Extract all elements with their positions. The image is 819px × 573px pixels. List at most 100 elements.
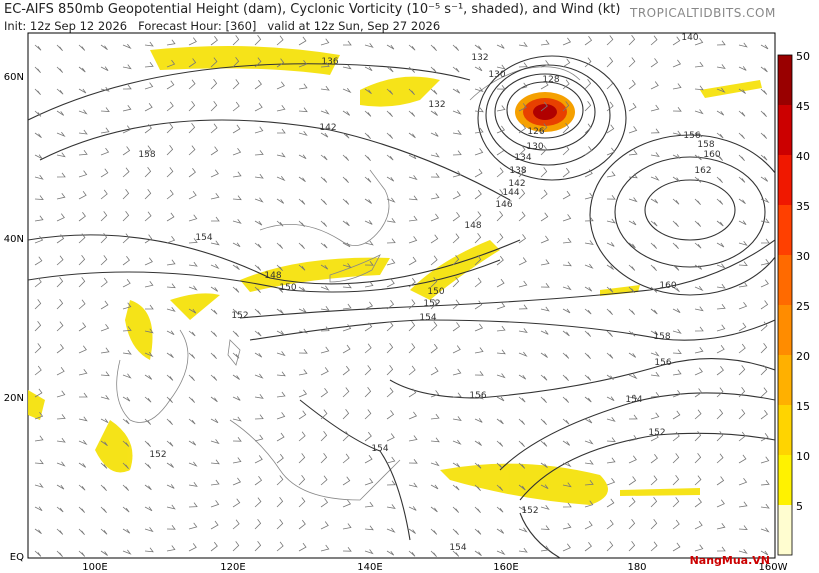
wind-barb (518, 62, 528, 68)
wind-barb (694, 388, 703, 398)
wind-barb (188, 285, 198, 291)
wind-barb (408, 388, 417, 398)
wind-barb (738, 281, 748, 288)
wind-barb (122, 549, 132, 555)
wind-barb (188, 37, 197, 46)
wind-barb (716, 499, 725, 508)
wind-barb (342, 64, 352, 70)
wind-barb (34, 215, 44, 222)
wind-barb (496, 302, 506, 310)
wind-barb (716, 263, 726, 269)
wind-barb (562, 352, 570, 359)
wind-barb (628, 242, 636, 249)
wind-barb (232, 79, 240, 90)
wind-barb (342, 344, 351, 354)
wind-barb (122, 302, 132, 310)
wind-barb (144, 396, 152, 403)
wind-barb (474, 347, 484, 354)
wind-barb (716, 522, 726, 530)
wind-barb (34, 174, 44, 180)
wind-barb (254, 519, 262, 530)
wind-barb (606, 330, 613, 337)
wind-barb (386, 197, 396, 203)
wind-barb (320, 367, 329, 376)
wind-barb (518, 462, 526, 469)
wind-barb (430, 234, 439, 244)
wind-barb (210, 35, 218, 46)
wind-barb (628, 308, 636, 315)
wind-barb (738, 525, 748, 530)
wind-barb (100, 484, 107, 491)
wind-barb (584, 123, 592, 134)
contour-label: 134 (514, 153, 531, 163)
wind-barb (56, 255, 64, 266)
wind-barb (606, 101, 614, 112)
wind-barb (716, 304, 726, 310)
wind-barb (298, 542, 307, 552)
wind-barb (188, 330, 196, 337)
wind-barb (78, 88, 87, 94)
wind-barb (298, 308, 307, 313)
wind-barb (606, 218, 616, 224)
wind-barb (232, 286, 240, 293)
wind-barb (254, 476, 263, 486)
wind-barb (276, 58, 285, 68)
wind-barb (430, 152, 440, 158)
wind-barb (738, 548, 748, 554)
wind-barb (188, 440, 197, 446)
wind-barb (188, 123, 196, 134)
wind-barb (760, 527, 770, 533)
colorbar-tick-label: 50 (796, 50, 810, 63)
lat-label: 60N (4, 72, 24, 83)
lat-label: 20N (4, 393, 24, 404)
wind-barb (650, 220, 658, 227)
wind-barb (210, 396, 218, 403)
wind-barb (56, 277, 64, 288)
wind-barb (452, 233, 460, 244)
contour-label: 152 (231, 311, 248, 321)
wind-barb (430, 321, 438, 332)
wind-barb (122, 167, 130, 178)
wind-barb (56, 131, 66, 138)
wind-barb (584, 480, 594, 486)
wind-barb (232, 218, 242, 224)
wind-barb (650, 81, 659, 90)
contour-label: 156 (469, 391, 486, 401)
wind-barb (188, 214, 198, 222)
wind-barb (34, 132, 42, 139)
wind-barb (474, 506, 481, 513)
wind-barb (210, 330, 218, 337)
wind-barb (166, 374, 174, 381)
wind-barb (144, 102, 153, 112)
wind-barb (540, 80, 549, 90)
wind-barb (56, 437, 66, 443)
wind-barb (474, 323, 484, 332)
wind-barb (606, 308, 613, 315)
wind-barb (34, 343, 42, 354)
wind-barb (760, 480, 770, 486)
contour-label: 142 (508, 179, 525, 189)
wind-barb (430, 390, 440, 398)
wind-barb (694, 497, 702, 508)
wind-barb (166, 462, 174, 468)
wind-barb (672, 475, 680, 486)
wind-barb (760, 387, 768, 398)
wind-barb (606, 352, 614, 359)
colorbar-tick-label: 25 (796, 300, 810, 313)
wind-barb (56, 192, 66, 200)
wind-barb (408, 277, 416, 288)
wind-barb (452, 416, 462, 421)
wind-barb (430, 437, 440, 443)
wind-barb (496, 125, 506, 134)
wind-barb (386, 110, 393, 117)
wind-barb (364, 110, 372, 117)
wind-barb (474, 211, 482, 222)
wind-barb (562, 79, 570, 90)
wind-barb (320, 475, 328, 486)
wind-barb (738, 42, 748, 48)
wind-barb (122, 349, 132, 355)
contour-label: 148 (264, 271, 281, 281)
wind-barb (78, 550, 86, 557)
wind-barb (254, 79, 262, 90)
wind-barb (56, 390, 66, 398)
